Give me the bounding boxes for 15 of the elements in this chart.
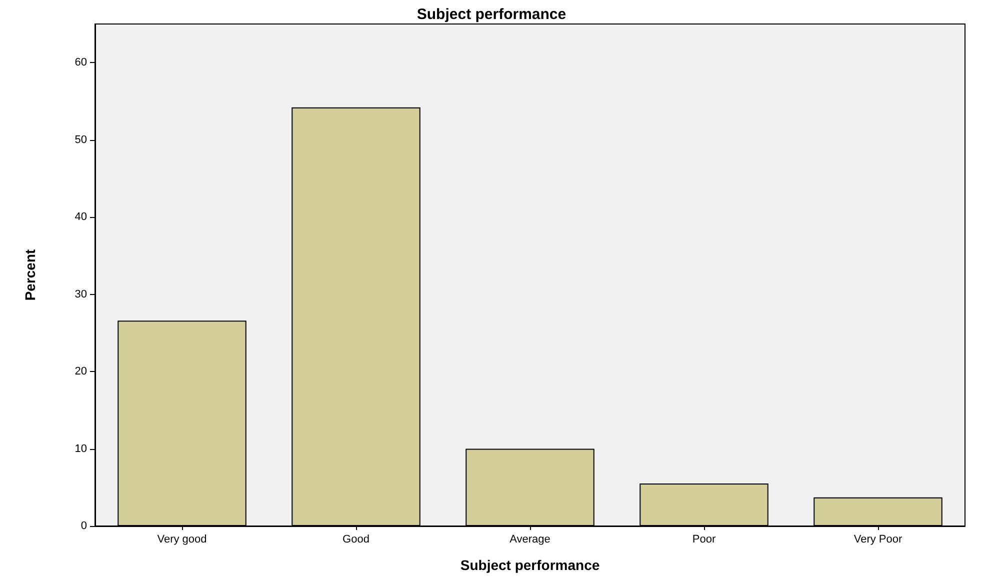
chart-title: Subject performance	[416, 6, 566, 23]
x-tick-label: Very good	[157, 534, 207, 546]
y-axis-title: Percent	[22, 248, 38, 301]
y-tick-label: 30	[74, 288, 87, 300]
x-tick-label: Very Poor	[854, 534, 902, 546]
x-tick-label: Good	[342, 534, 370, 546]
y-tick-label: 50	[74, 134, 87, 146]
y-tick-label: 60	[74, 56, 87, 69]
y-tick-label: 10	[74, 442, 87, 455]
x-axis-title: Subject performance	[460, 557, 600, 573]
y-tick-label: 40	[74, 211, 87, 224]
x-tick-label: Poor	[692, 534, 716, 546]
y-tick-label: 0	[80, 520, 87, 532]
y-tick-label: 20	[74, 366, 87, 378]
x-tick-label: Average	[510, 534, 550, 546]
